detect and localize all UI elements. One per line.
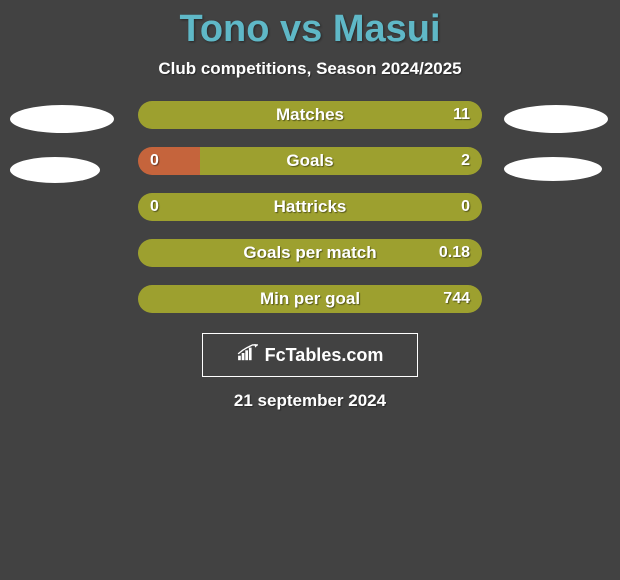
player-left-avatar-2	[10, 157, 100, 183]
stat-bar-right-segment	[138, 285, 482, 313]
page-title: Tono vs Masui	[0, 0, 620, 51]
date-line: 21 september 2024	[0, 391, 620, 411]
stat-bar-matches: Matches11	[138, 101, 482, 129]
chart-icon	[237, 344, 259, 367]
player-right-avatar-1	[504, 105, 608, 133]
player-left-avatar-col	[8, 101, 116, 183]
player-right-avatar-2	[504, 157, 602, 181]
subtitle: Club competitions, Season 2024/2025	[0, 59, 620, 79]
stat-value-left: 0	[150, 193, 159, 221]
stat-bar-min-per-goal: Min per goal744	[138, 285, 482, 313]
stat-value-right: 0.18	[439, 239, 470, 267]
brand-badge: FcTables.com	[202, 333, 418, 377]
stat-bar-goals: Goals02	[138, 147, 482, 175]
player-left-avatars	[10, 105, 114, 183]
stat-value-left: 0	[150, 147, 159, 175]
player-left-avatar-1	[10, 105, 114, 133]
stat-bar-right-segment	[138, 101, 482, 129]
stat-bar-right-segment	[138, 239, 482, 267]
comparison-row: Matches11Goals02Hattricks00Goals per mat…	[0, 101, 620, 313]
stat-value-right: 2	[461, 147, 470, 175]
stat-bar-left-segment	[138, 147, 200, 175]
stats-panel: Matches11Goals02Hattricks00Goals per mat…	[116, 101, 504, 313]
stat-value-right: 744	[443, 285, 470, 313]
stat-value-right: 11	[453, 101, 470, 129]
stat-bar-right-segment	[200, 147, 482, 175]
stat-bar-right-segment	[138, 193, 482, 221]
brand-text: FcTables.com	[265, 345, 384, 366]
player-right-avatar-col	[504, 101, 612, 181]
stat-bar-goals-per-match: Goals per match0.18	[138, 239, 482, 267]
stat-bar-hattricks: Hattricks00	[138, 193, 482, 221]
stat-value-right: 0	[461, 193, 470, 221]
